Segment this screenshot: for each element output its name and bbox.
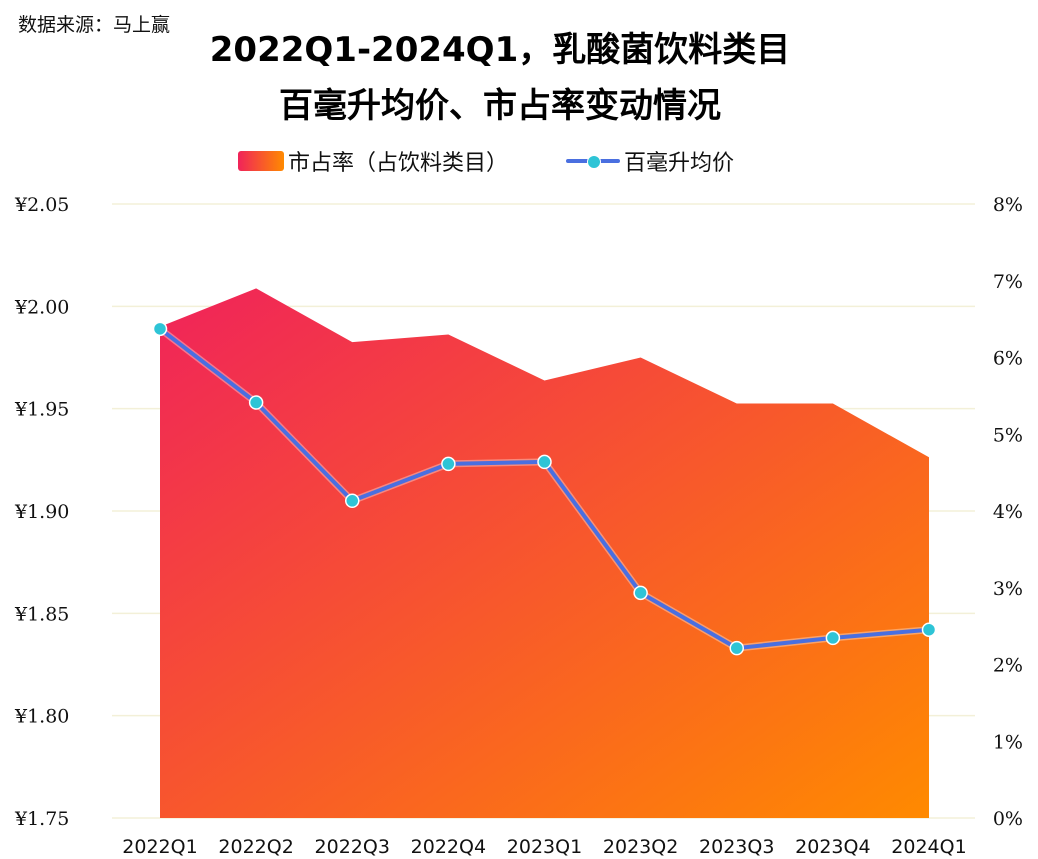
y-left-tick-label: ¥2.05	[14, 194, 69, 216]
x-tick-label: 2022Q1	[122, 836, 197, 858]
y-left-tick-label: ¥1.90	[14, 501, 69, 523]
chart-title-line2: 百毫升均价、市占率变动情况	[279, 86, 721, 126]
price-point	[921, 622, 937, 637]
x-tick-label: 2024Q1	[891, 836, 966, 858]
y-left-tick-label: ¥2.00	[14, 296, 69, 318]
y-right-tick-label: 2%	[993, 655, 1023, 677]
y-right-tick-label: 6%	[993, 348, 1023, 370]
market-share-area-shape	[160, 288, 929, 818]
legend-line-swatch	[566, 151, 621, 171]
price-point	[729, 640, 744, 656]
market-share-area	[160, 288, 929, 818]
x-tick-label: 2023Q4	[795, 836, 870, 858]
legend-area-label: 市占率（占饮料类目）	[288, 151, 509, 176]
x-tick-label: 2022Q4	[411, 836, 486, 858]
y-left-tick-label: ¥1.80	[14, 706, 69, 728]
y-right-tick-label: 5%	[993, 424, 1023, 446]
price-point	[441, 456, 456, 472]
y-left-tick-label: ¥1.75	[14, 808, 69, 830]
x-tick-label: 2022Q2	[218, 836, 293, 858]
x-axis: 2022Q1 2022Q2 2022Q3 2022Q4 2023Q1 2023Q2 2023…	[122, 836, 966, 858]
price-point	[633, 585, 648, 601]
price-point	[152, 321, 168, 337]
x-tick-label: 2023Q1	[507, 836, 582, 858]
chart-title-line1: 2022Q1-2024Q1，乳酸菌饮料类目	[209, 30, 791, 70]
legend-area-swatch	[238, 151, 284, 171]
x-tick-label: 2023Q2	[603, 836, 678, 858]
y-right-tick-label: 4%	[993, 501, 1023, 523]
y-right-tick-label: 1%	[993, 731, 1023, 753]
price-markers	[152, 321, 937, 656]
y-left-tick-label: ¥1.95	[14, 399, 69, 421]
y-right-tick-label: 0%	[993, 808, 1023, 830]
price-point	[537, 454, 552, 470]
price-point	[825, 630, 841, 646]
y-axis-right: 8% 7% 6% 5% 4% 3% 2% 1% 0%	[993, 194, 1023, 830]
data-source-note: 数据来源：马上赢	[18, 14, 171, 36]
price-point	[248, 395, 264, 410]
x-tick-label: 2022Q3	[315, 836, 390, 858]
x-tick-label: 2023Q3	[699, 836, 774, 858]
y-right-tick-label: 8%	[993, 194, 1023, 216]
y-right-tick-label: 7%	[993, 271, 1023, 293]
legend: 市占率（占饮料类目） 百毫升均价	[238, 146, 734, 176]
legend-line-label: 百毫升均价	[624, 151, 735, 176]
price-point	[345, 493, 360, 509]
y-left-tick-label: ¥1.85	[14, 603, 69, 625]
y-right-tick-label: 3%	[993, 578, 1023, 600]
y-axis-left: ¥2.05 ¥2.00 ¥1.95 ¥1.90 ¥1.85 ¥1.80 ¥1.75	[14, 194, 69, 830]
